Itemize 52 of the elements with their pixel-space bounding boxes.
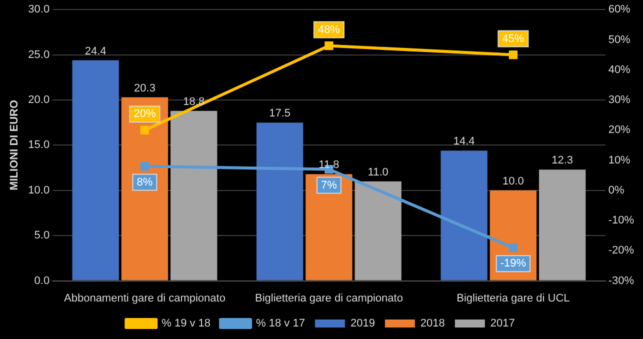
legend-label: % 18 v 17 xyxy=(256,318,305,330)
data-label: 48% xyxy=(318,24,340,36)
point xyxy=(140,162,150,171)
y-tick-label: 25.0 xyxy=(28,48,50,61)
data-label: 12.3 xyxy=(552,154,574,167)
data-label: -19% xyxy=(500,258,526,270)
bar xyxy=(256,122,304,280)
y2-tick-label: -20% xyxy=(608,244,634,257)
point xyxy=(324,41,334,50)
bar xyxy=(538,170,586,280)
data-label: 24.4 xyxy=(84,45,106,58)
data-label: 7% xyxy=(321,179,338,192)
legend-label: 2017 xyxy=(490,318,515,330)
y2-tick-label: 40% xyxy=(608,64,631,76)
data-label: 18.8 xyxy=(183,96,205,108)
x-tick-label: Biglietteria gare di campionato xyxy=(254,292,403,304)
data-label: 11.0 xyxy=(368,166,388,178)
data-label: 17.5 xyxy=(269,108,291,120)
legend-label: % 19 v 18 xyxy=(162,318,211,330)
y-tick-label: 20.0 xyxy=(28,94,50,106)
data-label: 14.4 xyxy=(453,136,475,148)
data-label: 8% xyxy=(136,176,153,188)
y2-tick-label: 60% xyxy=(608,4,631,16)
point xyxy=(508,243,518,252)
data-label: 10.0 xyxy=(502,175,524,188)
data-label: 20.3 xyxy=(134,82,156,94)
y-tick-label: 5.0 xyxy=(34,230,50,242)
y-tick-label: 10.0 xyxy=(28,184,50,196)
y2-tick-label: 30% xyxy=(608,94,631,106)
y2-tick-label: -10% xyxy=(608,214,634,227)
data-label: 20% xyxy=(134,108,156,120)
y-tick-label: 0.0 xyxy=(34,274,50,287)
y2-tick-label: 20% xyxy=(608,124,631,136)
y2-tick-label: 0% xyxy=(608,184,624,196)
y-tick-label: 30.0 xyxy=(28,4,50,16)
y-axis-title: MILIONI DI EURO xyxy=(8,100,21,190)
point xyxy=(508,50,518,60)
y-tick-label: 15.0 xyxy=(28,139,50,152)
legend-label: 2018 xyxy=(420,318,445,330)
y2-tick-label: 10% xyxy=(608,154,631,166)
legend-label: 2019 xyxy=(350,318,375,330)
bar xyxy=(354,181,402,280)
y2-tick-label: 50% xyxy=(608,34,631,46)
bar xyxy=(170,110,218,280)
x-tick-label: Abbonamenti gare di campionato xyxy=(64,292,226,304)
y2-tick-label: -30% xyxy=(608,274,634,287)
x-tick-label: Biglietteria gare di UCL xyxy=(456,292,570,304)
point xyxy=(140,126,150,134)
bar xyxy=(440,150,488,280)
bar xyxy=(72,60,119,280)
data-label: 45% xyxy=(502,32,524,45)
bar xyxy=(306,174,352,280)
